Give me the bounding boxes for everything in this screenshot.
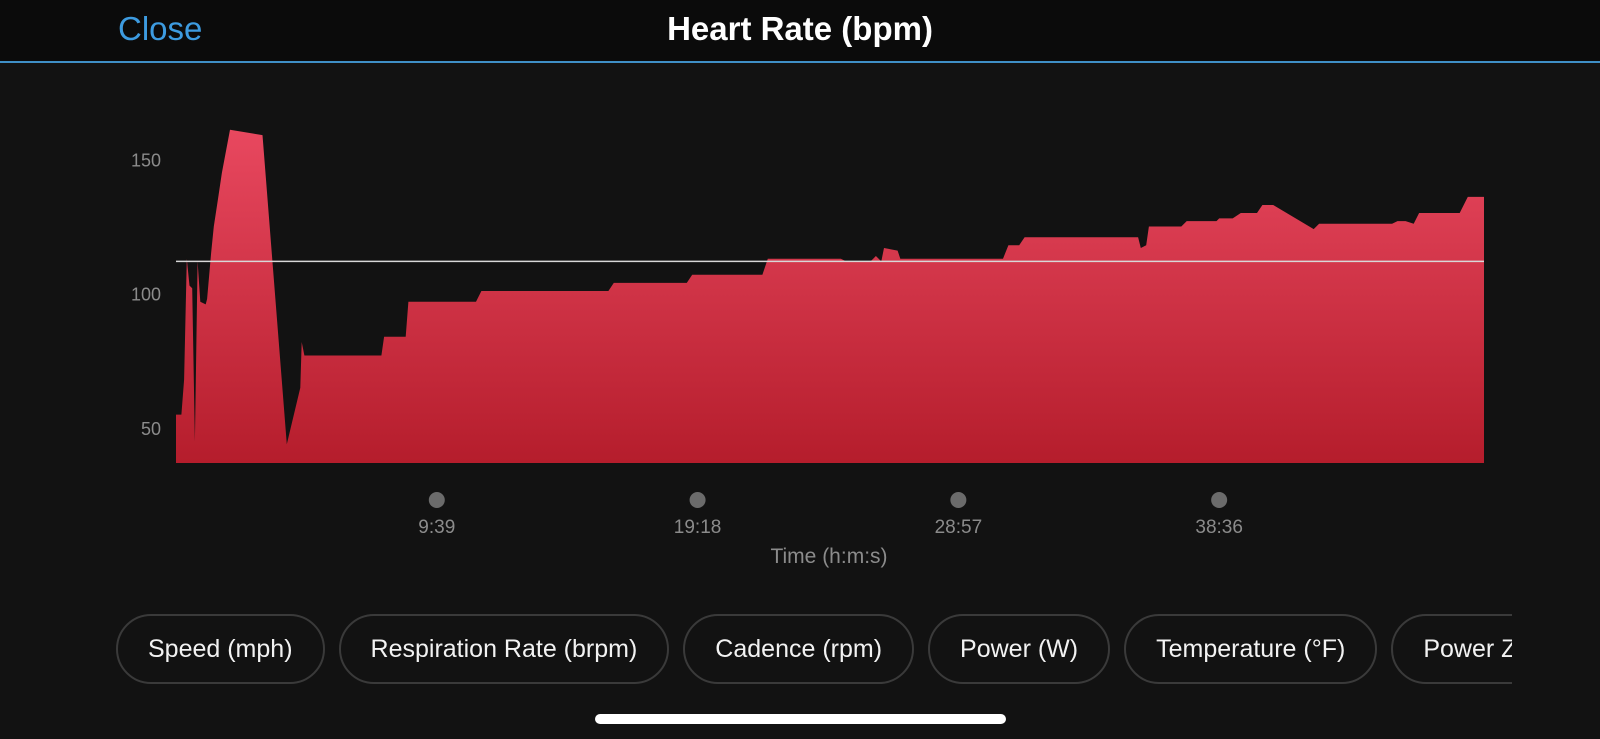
x-tick-label: 19:18: [674, 517, 722, 538]
y-tick-label: 50: [141, 419, 161, 439]
x-tick-label: 38:36: [1195, 517, 1243, 538]
x-tick-marker: [428, 492, 445, 508]
x-tick-marker: [1211, 492, 1228, 508]
metric-pill[interactable]: Respiration Rate (brpm): [338, 614, 670, 684]
metric-selector: Speed (mph) Respiration Rate (brpm) Cadenc…: [116, 614, 1512, 686]
x-axis-label: Time (h:m:s): [770, 545, 887, 568]
x-tick-marker: [689, 492, 706, 508]
close-button[interactable]: Close: [118, 10, 203, 47]
x-tick-label: 28:57: [935, 517, 983, 538]
heart-rate-area: [176, 129, 1484, 463]
top-bar: Close Heart Rate (bpm): [0, 0, 1600, 63]
home-indicator: [595, 714, 1006, 724]
y-tick-label: 100: [131, 285, 161, 305]
x-tick-marker: [950, 492, 967, 508]
heart-rate-chart: 50 100 150 9:39 19:18 28:57 38:36 Time (h:m:s…: [131, 129, 1484, 568]
x-tick-label: 9:39: [418, 517, 455, 538]
page-title: Heart Rate (bpm): [667, 10, 933, 47]
metric-pill[interactable]: Speed (mph): [116, 614, 325, 684]
metric-pill[interactable]: Temperature (°F): [1124, 614, 1378, 684]
metric-pill[interactable]: Power (W): [928, 614, 1111, 684]
y-tick-label: 150: [131, 150, 161, 170]
metric-pill[interactable]: Cadence (rpm): [683, 614, 915, 684]
metric-pill[interactable]: Power Zones: [1391, 614, 1512, 684]
